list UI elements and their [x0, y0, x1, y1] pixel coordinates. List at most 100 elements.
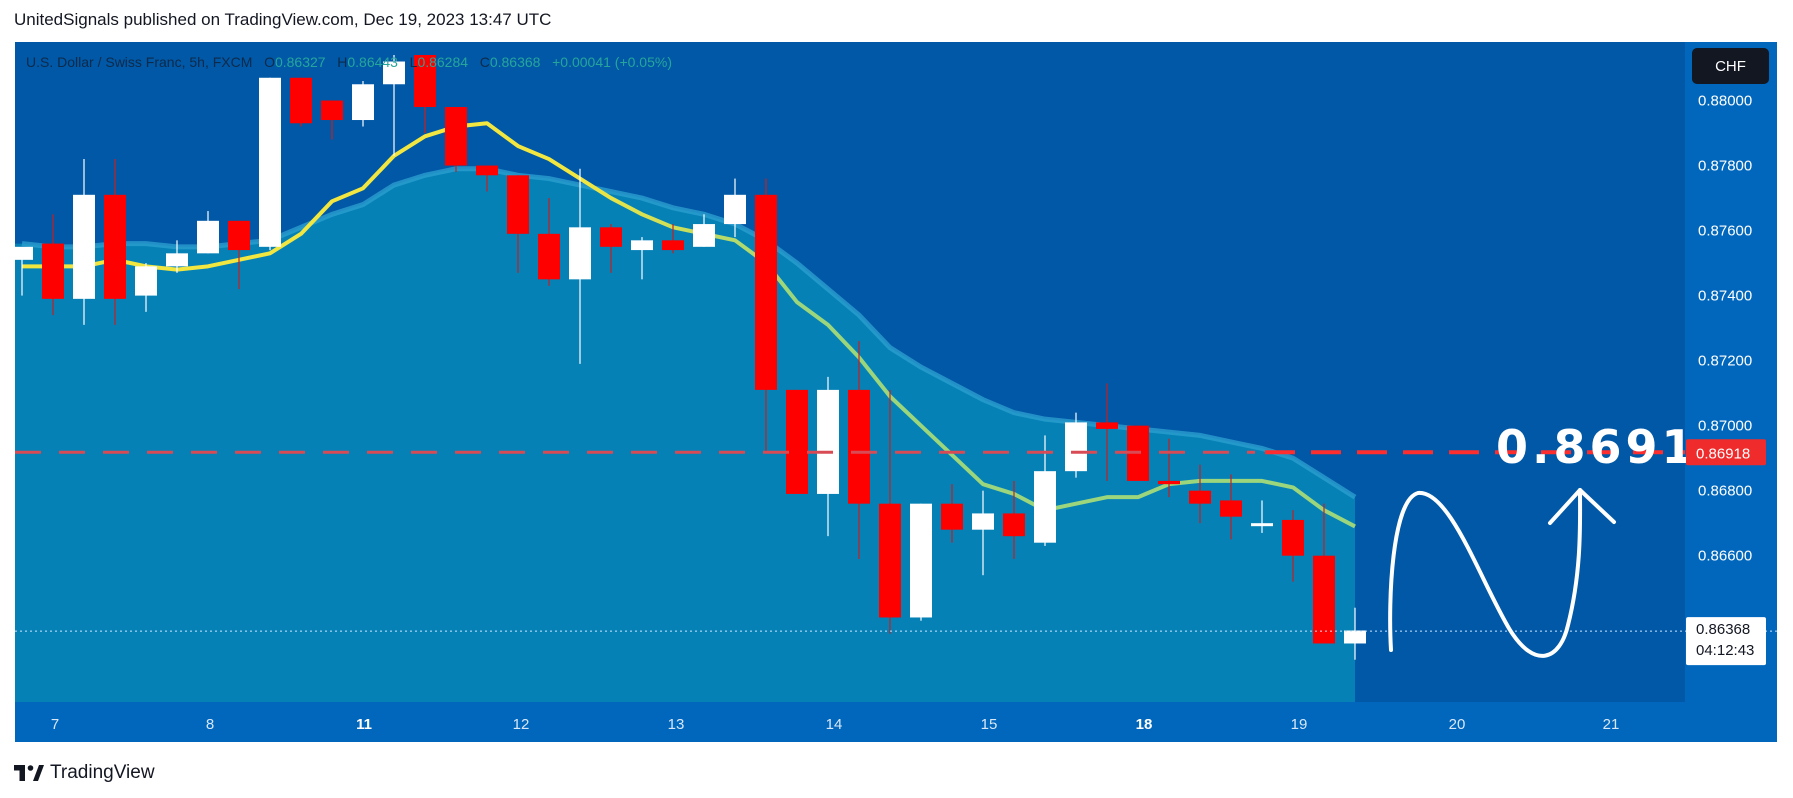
candle: [414, 55, 436, 134]
candle-body: [42, 243, 64, 299]
moving-average-line: [22, 121, 1356, 529]
candle-body: [414, 55, 436, 108]
y-tick-label: 0.87600: [1698, 223, 1752, 240]
candle-body: [73, 194, 95, 299]
countdown-label: 04:12:43: [1696, 642, 1754, 659]
candle-body: [1251, 523, 1273, 527]
tradingview-icon: [14, 765, 44, 781]
chart-legend: U.S. Dollar / Swiss Franc, 5h, FXCM O0.8…: [26, 54, 672, 70]
candle-body: [383, 61, 405, 85]
candle: [476, 165, 498, 192]
candle-body: [197, 220, 219, 254]
candle-body: [1096, 422, 1118, 429]
candle-body: [1313, 555, 1335, 644]
candle: [73, 159, 95, 325]
candle: [600, 224, 622, 273]
candle: [569, 168, 591, 364]
candle: [1096, 383, 1118, 481]
candle-body: [1034, 471, 1056, 543]
candle: [1251, 500, 1273, 533]
projection-arrow: [1388, 488, 1583, 658]
tradingview-logo[interactable]: TradingView: [14, 762, 155, 784]
candle-body: [600, 227, 622, 247]
candle-body: [135, 266, 157, 296]
candle-body: [724, 194, 746, 225]
candle-body: [321, 100, 343, 121]
candle: [1034, 435, 1056, 546]
candle: [662, 224, 684, 254]
x-tick-label: 13: [668, 716, 685, 733]
y-tick-label: 0.87800: [1698, 158, 1752, 175]
target-annotation: 0.8691: [1496, 420, 1698, 474]
published-text: UnitedSignals published on TradingView.c…: [14, 10, 552, 29]
candle: [1065, 412, 1087, 478]
candle: [1158, 438, 1180, 498]
x-tick-label: 15: [981, 716, 998, 733]
candle-body: [1158, 480, 1180, 485]
currency-button[interactable]: CHF: [1692, 48, 1769, 84]
legend-symbol: U.S. Dollar / Swiss Franc, 5h, FXCM: [26, 54, 253, 70]
candle: [879, 389, 901, 634]
legend-open-label: O: [264, 54, 275, 70]
candle-body: [1189, 490, 1211, 504]
candle-body: [445, 107, 467, 166]
x-tick-label: 11: [356, 716, 372, 733]
candle-body: [11, 246, 33, 260]
candle: [693, 214, 715, 247]
candle-body: [693, 224, 715, 247]
candle: [1189, 464, 1211, 524]
candle-body: [879, 503, 901, 618]
x-tick-label: 12: [513, 716, 530, 733]
y-tick-label: 0.86600: [1698, 548, 1752, 565]
x-tick-label: 20: [1449, 716, 1466, 733]
candle: [817, 376, 839, 537]
candle: [166, 240, 188, 273]
candle-body: [817, 389, 839, 494]
legend-low-label: L: [409, 54, 418, 70]
candle-body: [290, 77, 312, 124]
candle: [631, 237, 653, 280]
candle-body: [662, 240, 684, 251]
candle: [135, 263, 157, 312]
candle: [724, 178, 746, 238]
footer-brand: TradingView: [50, 762, 155, 783]
candle: [1313, 503, 1335, 644]
legend-high-value: 0.86443: [347, 54, 398, 70]
candle-body: [848, 389, 870, 504]
level-price-badge: [1686, 439, 1766, 466]
candle-body: [569, 227, 591, 280]
y-tick-label: 0.87000: [1698, 418, 1752, 435]
x-tick-label: 18: [1136, 716, 1153, 733]
candle: [507, 175, 529, 273]
candle: [1282, 510, 1304, 582]
candle-body: [538, 233, 560, 280]
legend-close-label: C: [479, 54, 490, 70]
candle: [290, 77, 312, 127]
legend-low-value: 0.86284: [417, 54, 469, 70]
x-tick-label: 8: [206, 716, 214, 733]
candle-body: [507, 175, 529, 234]
candle: [786, 389, 808, 494]
y-tick-label: 0.88000: [1698, 93, 1752, 110]
candle-body: [755, 194, 777, 390]
candle-body: [228, 220, 250, 251]
x-tick-label: 14: [826, 716, 843, 733]
candle-body: [1065, 422, 1087, 472]
candle: [1344, 607, 1366, 660]
candle: [1220, 474, 1242, 540]
candle-body: [1220, 500, 1242, 517]
candle: [352, 81, 374, 127]
candle: [848, 341, 870, 559]
candle-body: [259, 77, 281, 247]
candle: [259, 77, 281, 251]
candle: [104, 159, 126, 325]
legend-open-value: 0.86327: [274, 54, 326, 70]
candle: [941, 484, 963, 543]
candle-body: [166, 253, 188, 267]
candle: [910, 503, 932, 621]
candle-body: [104, 194, 126, 299]
candle: [321, 100, 343, 140]
candle-body: [941, 503, 963, 530]
last-price-label: 0.86368: [1696, 621, 1750, 638]
